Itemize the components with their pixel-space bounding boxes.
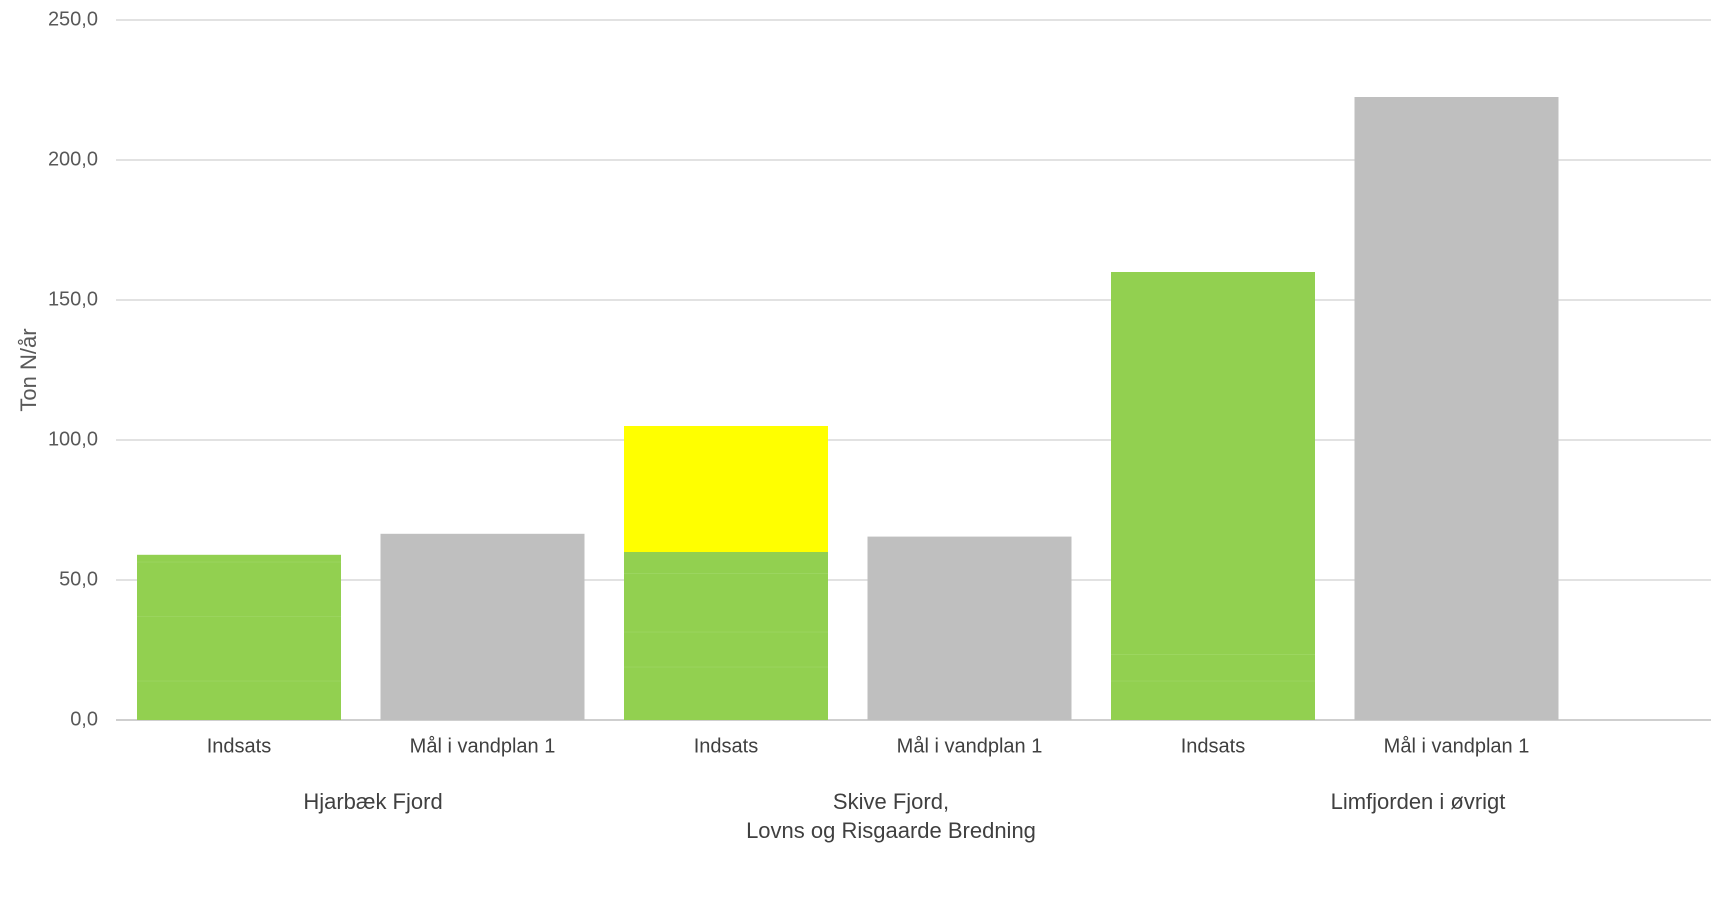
bar bbox=[1111, 272, 1315, 720]
bar bbox=[867, 536, 1072, 720]
y-tick-label: 200,0 bbox=[48, 148, 98, 170]
bar-segment bbox=[1111, 654, 1315, 681]
category-labels: Indsats Mål i vandplan 1 Indsats Mål i vand… bbox=[207, 735, 1530, 757]
category-label: Mål i vandplan 1 bbox=[897, 735, 1043, 757]
category-label: Mål i vandplan 1 bbox=[410, 735, 556, 757]
bar-segment bbox=[137, 616, 341, 681]
category-label: Indsats bbox=[1181, 735, 1245, 757]
bar-segment bbox=[1354, 97, 1559, 720]
bar bbox=[380, 533, 585, 720]
y-tick-labels: 0,0 50,0 100,0 150,0 200,0 250,0 bbox=[48, 8, 98, 730]
y-tick-label: 100,0 bbox=[48, 428, 98, 450]
group-label: Skive Fjord, bbox=[833, 789, 949, 814]
bar-segment bbox=[624, 631, 828, 667]
group-label: Lovns og Risgaarde Bredning bbox=[746, 818, 1036, 843]
category-label: Mål i vandplan 1 bbox=[1384, 735, 1530, 757]
bar-segment bbox=[867, 536, 1072, 720]
y-tick-label: 50,0 bbox=[59, 568, 98, 590]
bar-segment bbox=[624, 552, 828, 573]
y-tick-label: 0,0 bbox=[70, 708, 98, 730]
bar bbox=[1354, 97, 1559, 720]
bar-segment bbox=[137, 554, 341, 562]
bar-segment bbox=[137, 680, 341, 720]
bar-segment bbox=[137, 561, 341, 617]
bars bbox=[137, 97, 1559, 720]
bar bbox=[624, 426, 828, 720]
category-label: Indsats bbox=[207, 735, 271, 757]
bar bbox=[137, 554, 341, 720]
bar-segment bbox=[624, 426, 828, 552]
bar-segment bbox=[380, 533, 585, 720]
bar-segment bbox=[1111, 272, 1315, 655]
y-tick-label: 150,0 bbox=[48, 288, 98, 310]
y-axis-title: Ton N/år bbox=[16, 328, 41, 411]
group-label: Limfjorden i øvrigt bbox=[1331, 789, 1506, 814]
y-tick-label: 250,0 bbox=[48, 8, 98, 30]
bar-segment bbox=[624, 573, 828, 632]
group-label: Hjarbæk Fjord bbox=[303, 789, 442, 814]
bar-segment bbox=[624, 666, 828, 720]
bar-segment bbox=[1111, 680, 1315, 720]
category-label: Indsats bbox=[694, 735, 758, 757]
group-labels: Hjarbæk Fjord Skive Fjord, Lovns og Risgaa… bbox=[303, 789, 1505, 843]
